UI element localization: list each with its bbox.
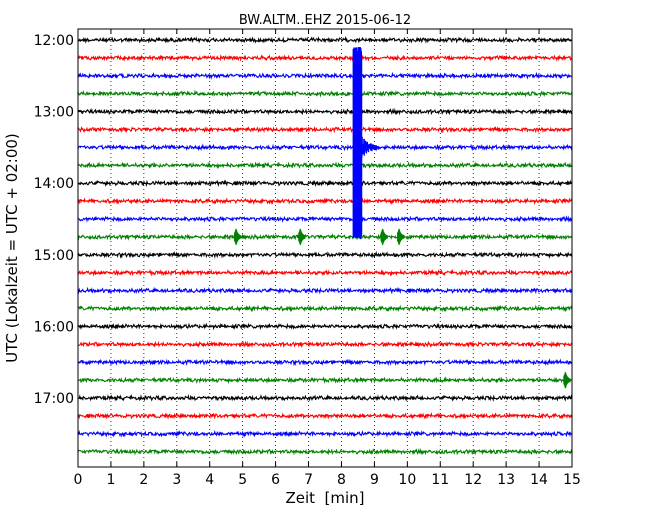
x-tick-label: 0 [74, 472, 83, 488]
trace-line [77, 304, 573, 313]
trace-line [77, 232, 573, 241]
y-axis: 12:00 13:00 14:00 15:00 16:00 17:00 [34, 33, 572, 407]
x-tick-label: 6 [271, 472, 280, 488]
x-tick-label: 2 [139, 472, 148, 488]
chart-title: BW.ALTM..EHZ 2015-06-12 [239, 13, 411, 28]
x-tick-label: 5 [238, 472, 247, 488]
trace-line [77, 197, 573, 206]
x-tick-label: 8 [337, 472, 346, 488]
event-burst [397, 228, 405, 245]
y-tick-label: 16:00 [34, 319, 74, 335]
x-tick-label: 11 [431, 472, 449, 488]
trace-group [77, 35, 573, 456]
trace-line [77, 429, 573, 438]
x-tick-label: 1 [106, 472, 115, 488]
trace-line [77, 35, 572, 44]
trace-line [77, 268, 573, 277]
x-axis-label: Zeit [min] [285, 489, 364, 507]
x-tick-label: 14 [530, 472, 548, 488]
x-tick-label: 10 [398, 472, 416, 488]
y-tick-label: 17:00 [34, 391, 74, 407]
trace-line [77, 394, 573, 402]
trace-line [77, 215, 573, 223]
trace-line [77, 125, 572, 134]
trace-line [77, 71, 573, 80]
trace-line [77, 161, 573, 170]
event-burst [356, 133, 379, 165]
trace-line [77, 322, 573, 331]
x-axis: 0 1 2 3 4 5 6 7 8 9 10 11 12 13 14 15 [74, 29, 581, 488]
y-tick-label: 15:00 [34, 248, 74, 264]
trace-line [77, 89, 573, 98]
plot-frame [77, 28, 573, 468]
event-group [234, 47, 571, 389]
x-tick-label: 15 [563, 472, 581, 488]
x-tick-label: 7 [304, 472, 313, 488]
event-burst [563, 372, 571, 389]
y-tick-label: 14:00 [34, 176, 74, 192]
event-burst [298, 228, 306, 245]
x-tick-label: 3 [172, 472, 181, 488]
event-burst [234, 228, 242, 245]
x-tick-label: 9 [370, 472, 379, 488]
x-tick-label: 13 [497, 472, 515, 488]
trace-line [77, 54, 572, 62]
trace-line [77, 376, 573, 385]
trace-line [77, 358, 573, 367]
y-tick-label: 13:00 [34, 105, 74, 121]
x-tick-label: 12 [464, 472, 482, 488]
trace-line [77, 412, 573, 420]
y-tick-label: 12:00 [34, 33, 74, 49]
trace-line [77, 143, 573, 152]
event-burst [380, 228, 388, 245]
trace-line [77, 107, 573, 116]
x-tick-label: 4 [205, 472, 214, 488]
trace-line [77, 448, 573, 456]
y-axis-label: UTC (Lokalzeit = UTC + 02:00) [3, 133, 21, 363]
trace-line [77, 179, 573, 188]
trace-line [77, 286, 573, 295]
trace-line [77, 250, 573, 259]
trace-line [77, 340, 573, 349]
